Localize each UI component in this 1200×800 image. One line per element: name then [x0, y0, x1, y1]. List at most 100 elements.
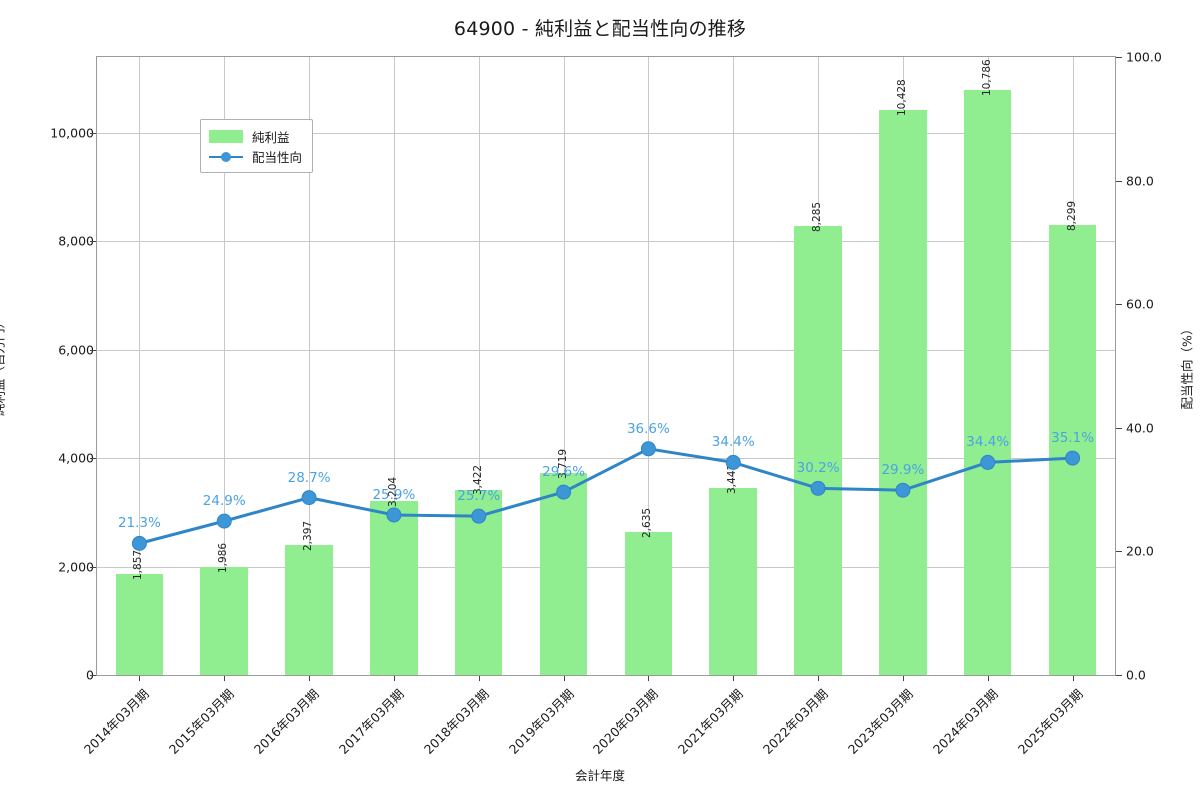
payout-ratio-value-label: 30.2%: [796, 460, 840, 477]
legend-line-swatch-icon: [209, 150, 243, 163]
x-axis-label: 会計年度: [574, 768, 625, 783]
y-axis-right-tick-label: 40.0: [1126, 420, 1154, 436]
payout-ratio-value-label: 25.7%: [457, 488, 501, 505]
legend-item-payout-ratio: 配当性向: [209, 146, 302, 166]
x-axis-tick-label: 2025年03月期: [1014, 686, 1086, 757]
x-axis-tick-mark: [1072, 676, 1074, 681]
x-axis-tick-mark: [309, 676, 311, 681]
y-axis-left-tick-label: 8,000: [58, 233, 94, 249]
bar: [285, 545, 333, 675]
line-marker: [1065, 450, 1081, 466]
payout-ratio-value-label: 29.6%: [542, 464, 586, 481]
payout-ratio-value-label: 35.1%: [1051, 430, 1095, 447]
bar: [624, 532, 673, 675]
gridline-vertical: [224, 57, 226, 675]
y-axis-right-tick-mark: [1116, 57, 1122, 58]
line-series-payout-ratio: [131, 441, 1081, 551]
x-axis-tick-label: 2022年03月期: [759, 686, 831, 757]
x-axis-tick-label: 2020年03月期: [590, 686, 662, 757]
x-axis-tick-label: 2015年03月期: [166, 686, 237, 757]
y-axis-right-tick-label: 100.0: [1126, 49, 1162, 65]
x-axis-tick-mark: [648, 676, 650, 681]
plot-area: 1,857 1,986 2,397 3,204 3,422 3,719 2,635 3,441…: [96, 56, 1116, 676]
legend-bar-swatch-icon: [209, 129, 243, 143]
chart-legend: 純利益 配当性向: [200, 119, 314, 173]
y-axis-left-tick-label: 0: [34, 668, 94, 683]
gridline-vertical: [478, 57, 480, 675]
gridline-vertical: [393, 57, 395, 675]
line-marker: [810, 480, 826, 496]
y-axis-left-tick-label: 10,000: [50, 125, 94, 141]
y-axis-left-tick-mark: [90, 349, 96, 351]
y-axis-left-tick-label: 4,000: [58, 450, 94, 466]
gridline-horizontal: [97, 458, 1115, 460]
bar: [794, 225, 842, 675]
x-axis-tick-mark: [902, 676, 904, 681]
line-marker: [725, 454, 741, 470]
gridline-horizontal: [97, 349, 1115, 351]
bar: [539, 473, 588, 675]
y-axis-right-tick-mark: [1116, 675, 1122, 676]
bar: [709, 488, 757, 675]
line-marker: [556, 484, 572, 500]
y-axis-right-tick-label: 80.0: [1126, 173, 1154, 189]
payout-ratio-value-label: 34.4%: [966, 434, 1010, 451]
y-axis-right-tick-mark: [1116, 551, 1122, 553]
x-axis-tick-label: 2023年03月期: [844, 686, 916, 757]
x-axis-tick-mark: [563, 676, 565, 681]
y-axis-right-label: 配当性向（%）: [1179, 322, 1195, 410]
x-axis-tick-label: 2018年03月期: [420, 686, 492, 757]
y-axis-right-tick-mark: [1116, 427, 1122, 429]
y-axis-left-tick-mark: [90, 132, 96, 134]
payout-ratio-value-label: 28.7%: [287, 469, 331, 486]
y-axis-left-label: 純利益（百万円）: [0, 315, 7, 417]
y-axis-right-tick-label: 20.0: [1126, 543, 1154, 559]
bar: [1048, 225, 1097, 675]
gridline-vertical: [139, 57, 141, 675]
y-axis-right-tick-label: 0.0: [1126, 667, 1146, 683]
y-axis-left-tick-label: 2,000: [58, 559, 94, 575]
x-axis-tick-label: 2019年03月期: [505, 686, 577, 757]
x-axis-tick-mark: [733, 676, 735, 681]
x-axis-tick-label: 2017年03月期: [335, 686, 407, 757]
y-axis-left-tick-mark: [90, 675, 96, 676]
x-axis-tick-label: 2024年03月期: [929, 686, 1001, 757]
line-marker: [895, 482, 911, 498]
x-axis-tick-mark: [987, 676, 989, 681]
line-marker: [386, 507, 402, 523]
y-axis-right-tick-mark: [1116, 180, 1122, 182]
payout-ratio-value-label: 36.6%: [626, 420, 670, 437]
payout-ratio-value-label: 29.9%: [881, 462, 925, 479]
line-marker: [471, 508, 487, 524]
payout-ratio-value-label: 34.4%: [711, 434, 755, 451]
line-marker: [640, 441, 656, 457]
x-axis-tick-label: 2014年03月期: [81, 686, 153, 757]
x-axis-tick-label: 2016年03月期: [250, 686, 322, 757]
bar: [963, 90, 1012, 675]
payout-ratio-value-label: 21.3%: [117, 515, 161, 532]
bar: [370, 501, 418, 675]
y-axis-right-tick-label: 60.0: [1126, 296, 1154, 312]
x-axis-tick-mark: [478, 676, 480, 681]
gridline-vertical: [733, 57, 735, 675]
gridline-vertical: [563, 57, 565, 675]
line-marker: [301, 490, 317, 506]
x-axis-tick-mark: [818, 676, 820, 681]
x-axis-tick-mark: [224, 676, 226, 681]
bar: [115, 574, 164, 675]
gridline-horizontal: [97, 566, 1115, 568]
bar: [200, 567, 248, 675]
x-axis-tick-mark: [139, 676, 141, 681]
y-axis-left-tick-label: 6,000: [58, 342, 94, 358]
chart-title: 64900 - 純利益と配当性向の推移: [453, 18, 747, 40]
y-axis-right-tick-mark: [1116, 304, 1122, 306]
payout-ratio-value-label: 25.9%: [372, 486, 416, 503]
legend-label-payout-ratio: 配当性向: [252, 149, 303, 165]
x-axis-tick-mark: [393, 676, 395, 681]
legend-label-net-income: 純利益: [252, 129, 290, 145]
payout-ratio-value-label: 24.9%: [202, 493, 246, 510]
y-axis-left-tick-mark: [90, 241, 96, 243]
gridline-horizontal: [97, 241, 1115, 243]
gridline-vertical: [648, 57, 650, 675]
line-marker: [216, 513, 232, 529]
